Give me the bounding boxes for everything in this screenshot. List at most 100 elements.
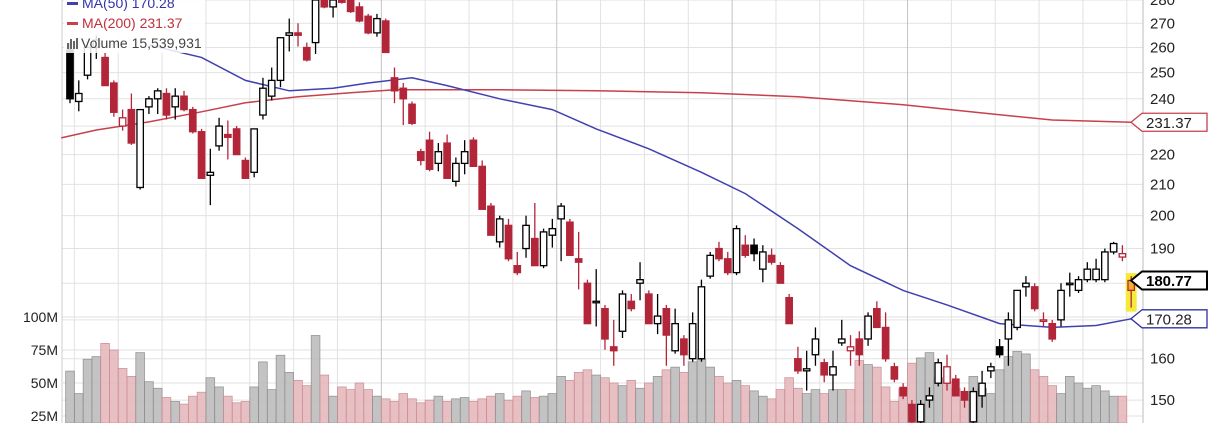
- candle: [320, 0, 329, 9]
- volume-bar: [1091, 385, 1101, 423]
- candle-body: [224, 133, 232, 138]
- candle-body: [162, 92, 171, 116]
- candle-body: [539, 231, 548, 267]
- volume-bar: [109, 349, 119, 423]
- candle-body: [338, 0, 346, 3]
- candle: [820, 358, 829, 383]
- legend-ma200-label: MA(200) 231.37: [82, 15, 183, 31]
- candle: [750, 238, 758, 262]
- candle: [232, 126, 241, 156]
- candle-body: [741, 244, 750, 256]
- volume-bar: [1047, 385, 1057, 423]
- volume-bar: [670, 366, 680, 423]
- volume-bar: [714, 375, 724, 423]
- volume-bar: [591, 374, 601, 423]
- candle: [276, 37, 285, 88]
- candle: [592, 269, 601, 327]
- candle-body: [285, 32, 294, 36]
- volume-bar: [1100, 390, 1110, 423]
- candle-body: [1065, 282, 1074, 286]
- candle-body: [1092, 268, 1100, 281]
- candle: [811, 327, 820, 366]
- candle-body: [381, 20, 390, 54]
- candle: [864, 312, 872, 346]
- volume-tick-label: 75M: [31, 342, 58, 358]
- candle: [1057, 283, 1065, 327]
- candle-body: [1022, 282, 1030, 288]
- candle: [180, 90, 188, 112]
- volume-bar: [82, 358, 93, 423]
- volume-bar: [170, 401, 180, 423]
- candle-body: [408, 103, 416, 124]
- candle-body: [872, 307, 881, 329]
- candle-body: [969, 390, 978, 423]
- candle-body: [390, 77, 399, 92]
- candle: [355, 2, 364, 23]
- volume-bar: [1038, 375, 1049, 423]
- candle: [1048, 319, 1057, 342]
- candle: [1101, 248, 1109, 283]
- candle: [381, 18, 390, 54]
- candle: [504, 218, 513, 262]
- candle: [1030, 283, 1039, 312]
- candle: [872, 301, 881, 329]
- candle-body: [706, 254, 715, 277]
- price-tick-label: 200: [1150, 208, 1175, 225]
- volume-bar: [1117, 395, 1128, 423]
- volume-bar: [538, 395, 549, 423]
- candle-body: [934, 362, 943, 384]
- candle-body: [758, 251, 767, 270]
- volume-bar: [644, 382, 654, 423]
- candle: [1118, 245, 1127, 262]
- volume-bar: [1056, 393, 1066, 423]
- candle-body: [627, 300, 636, 310]
- candle-body: [364, 15, 373, 34]
- candle-body: [557, 205, 565, 220]
- candle-body: [916, 403, 925, 423]
- volume-bar: [74, 393, 84, 423]
- candle: [127, 93, 136, 145]
- volume-bar: [240, 401, 251, 423]
- candle: [118, 109, 127, 131]
- candle: [495, 215, 504, 248]
- candle-body: [1057, 289, 1065, 321]
- price-tick-label: 250: [1150, 65, 1175, 82]
- candle: [732, 225, 741, 276]
- volume-bar: [1073, 382, 1084, 423]
- candle: [443, 134, 451, 179]
- candle: [452, 157, 460, 187]
- volume-bar: [889, 401, 900, 423]
- candle-body: [469, 139, 478, 167]
- candle-body: [355, 6, 364, 22]
- candle: [548, 218, 557, 248]
- volume-bar: [389, 401, 400, 423]
- volume-bar: [372, 395, 382, 423]
- candle-body: [987, 366, 995, 372]
- volume-bar: [433, 395, 444, 423]
- candle-body: [697, 286, 706, 360]
- volume-bar: [582, 369, 593, 423]
- candle: [776, 262, 785, 284]
- volume-bar: [249, 386, 259, 423]
- volume-bar: [854, 360, 865, 423]
- volume-tick-label: 50M: [31, 375, 58, 391]
- candle: [469, 137, 478, 167]
- candle: [399, 82, 408, 126]
- candle: [566, 218, 574, 256]
- candle: [636, 262, 644, 301]
- volume-bar: [556, 375, 566, 423]
- candle: [758, 245, 767, 283]
- volume-bar: [144, 381, 154, 423]
- volume-bar: [731, 379, 742, 423]
- candle-body: [276, 37, 285, 82]
- volume-bar: [486, 395, 496, 423]
- price-tick-label: 280: [1150, 0, 1175, 9]
- candle-body: [802, 368, 811, 372]
- candle-body: [1013, 289, 1022, 329]
- candle: [680, 335, 688, 366]
- candle-body: [609, 346, 618, 352]
- candle-body: [452, 162, 460, 183]
- candle: [688, 312, 697, 362]
- candle: [829, 350, 837, 391]
- price-tag-ma200: [1129, 112, 1208, 132]
